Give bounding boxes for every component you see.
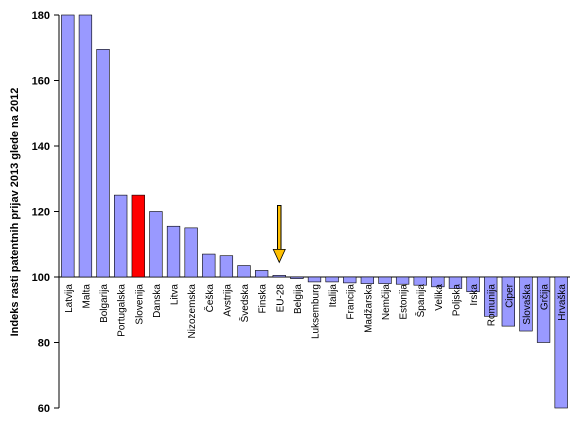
category-label: Nemčija — [381, 284, 392, 321]
bar-avstrija — [219, 255, 234, 278]
category-label: Švedska — [238, 284, 251, 323]
bar-luksemburg — [307, 276, 322, 283]
y-axis-label: Indeks rasti patentnih prijav 2013 glede… — [9, 88, 21, 337]
axes: 60 80 100 120 140 160 180 — [32, 10, 570, 415]
category-label: Madžarska — [363, 284, 374, 333]
bar-slovenija — [131, 194, 145, 278]
bar-nemčija — [378, 276, 392, 284]
bar-grčija — [536, 276, 551, 343]
bar-italija — [325, 276, 339, 283]
arrow-head — [272, 248, 286, 264]
y-tick-label: 180 — [32, 10, 50, 22]
bar-belgija — [290, 276, 304, 279]
category-label: Velika — [434, 284, 445, 311]
bar-eu-28 — [272, 275, 286, 278]
category-label: Španija — [414, 284, 427, 318]
y-tick-label: 100 — [32, 272, 50, 284]
bar-estonija — [395, 276, 410, 285]
category-label: Poljska — [451, 284, 462, 317]
y-tick-label: 60 — [38, 403, 50, 415]
arrow-annotation — [272, 204, 286, 264]
bar-slovaška — [519, 276, 533, 332]
bar-litva — [166, 225, 181, 278]
category-label: EU-28 — [275, 284, 286, 313]
category-label: Italija — [328, 284, 339, 308]
category-label: Francija — [346, 284, 357, 320]
category-label: Romunija — [487, 284, 498, 327]
bar-španija — [413, 276, 427, 286]
category-label: Bolgarija — [99, 284, 110, 323]
bar-madžarska — [360, 276, 375, 284]
category-label: Luksemburg — [311, 284, 322, 339]
bar-švedska — [237, 265, 251, 278]
category-label: Irska — [469, 284, 480, 306]
category-label: Malta — [81, 284, 92, 309]
category-label: Grčija — [540, 284, 551, 311]
bar-poljska — [448, 276, 463, 289]
bar-malta — [78, 14, 93, 278]
bar-portugalska — [114, 194, 128, 278]
bar-češka — [202, 253, 216, 278]
bar-latvija — [61, 14, 75, 278]
category-labels: Latvija Malta Bolgarija Portugalska Slovenij… — [64, 283, 568, 339]
bar-nizozemska — [184, 227, 198, 278]
category-label: Avstrija — [222, 284, 233, 317]
bar-francija — [343, 276, 357, 284]
bar-finska — [254, 270, 269, 278]
bars — [61, 14, 568, 409]
category-label: Latvija — [64, 284, 75, 313]
category-label: Hrvaška — [557, 284, 568, 321]
y-tick-label: 120 — [32, 207, 50, 219]
bar-hrvaška — [554, 276, 568, 409]
category-label: Nizozemska — [187, 284, 198, 339]
category-label: Danska — [152, 284, 163, 318]
bar-ciper — [501, 276, 515, 327]
category-label: Ciper — [504, 283, 515, 308]
category-label: Slovaška — [522, 284, 533, 325]
bar-bolgarija — [96, 49, 110, 278]
bar-irska — [466, 276, 480, 293]
category-label: Finska — [258, 284, 269, 314]
y-tick-label: 80 — [38, 338, 50, 350]
y-tick-label: 140 — [32, 141, 50, 153]
category-label: Estonija — [399, 284, 410, 320]
y-tick-label: 160 — [32, 76, 50, 88]
category-label: Češka — [203, 284, 216, 313]
bar-romunija — [484, 276, 498, 317]
bar-velika — [431, 276, 445, 288]
category-label: Portugalska — [117, 284, 128, 337]
category-label: Slovenija — [134, 284, 145, 325]
category-label: Belgija — [293, 284, 304, 314]
bar-danska — [149, 211, 163, 278]
category-label: Litva — [170, 284, 181, 306]
